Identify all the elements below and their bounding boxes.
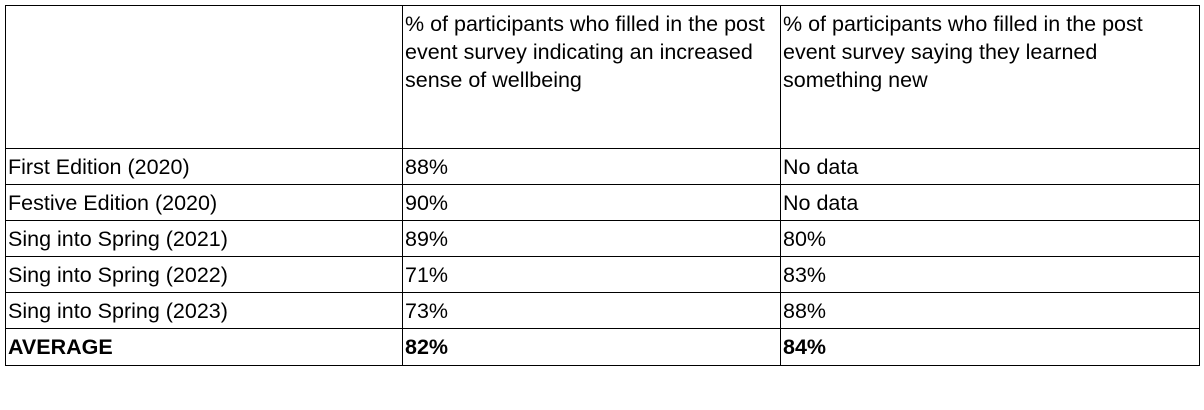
- wellbeing-cell: 90%: [402, 184, 781, 221]
- learned-cell: No data: [780, 148, 1200, 185]
- wellbeing-cell: 88%: [402, 148, 781, 185]
- table-header-row: % of participants who filled in the post…: [5, 5, 1200, 149]
- average-wellbeing-cell: 82%: [402, 328, 781, 366]
- table-row: Sing into Spring (2022) 71% 83%: [5, 256, 1200, 293]
- edition-cell: Sing into Spring (2023): [5, 292, 403, 329]
- learned-cell: 88%: [780, 292, 1200, 329]
- average-label-cell: AVERAGE: [5, 328, 403, 366]
- table-row: First Edition (2020) 88% No data: [5, 148, 1200, 185]
- learned-cell: No data: [780, 184, 1200, 221]
- learned-cell: 80%: [780, 220, 1200, 257]
- average-row: AVERAGE 82% 84%: [5, 328, 1200, 366]
- edition-cell: Sing into Spring (2022): [5, 256, 403, 293]
- wellbeing-cell: 71%: [402, 256, 781, 293]
- edition-cell: Sing into Spring (2021): [5, 220, 403, 257]
- edition-cell: First Edition (2020): [5, 148, 403, 185]
- header-cell-learned: % of participants who filled in the post…: [780, 5, 1200, 149]
- header-cell-wellbeing: % of participants who filled in the post…: [402, 5, 781, 149]
- survey-results-table: % of participants who filled in the post…: [5, 5, 1200, 366]
- table-row: Sing into Spring (2023) 73% 88%: [5, 292, 1200, 329]
- learned-cell: 83%: [780, 256, 1200, 293]
- average-learned-cell: 84%: [780, 328, 1200, 366]
- table-row: Festive Edition (2020) 90% No data: [5, 184, 1200, 221]
- wellbeing-cell: 73%: [402, 292, 781, 329]
- wellbeing-cell: 89%: [402, 220, 781, 257]
- edition-cell: Festive Edition (2020): [5, 184, 403, 221]
- table-row: Sing into Spring (2021) 89% 80%: [5, 220, 1200, 257]
- header-cell-empty: [5, 5, 403, 149]
